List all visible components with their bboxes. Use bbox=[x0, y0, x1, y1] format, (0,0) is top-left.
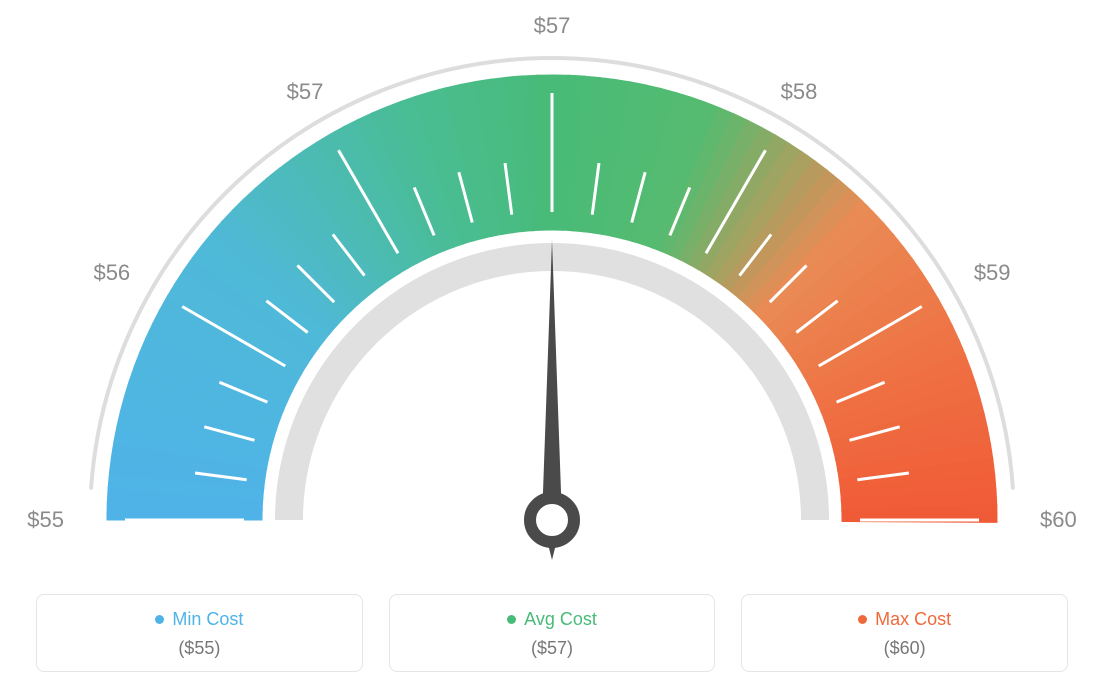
gauge-tick-label: $59 bbox=[974, 260, 1011, 285]
legend-label-row: Min Cost bbox=[47, 609, 352, 630]
legend-box-max: Max Cost ($60) bbox=[741, 594, 1068, 672]
gauge-tick-label: $58 bbox=[781, 79, 818, 104]
legend-box-avg: Avg Cost ($57) bbox=[389, 594, 716, 672]
legend-value-avg: ($57) bbox=[400, 638, 705, 659]
legend-label-row: Max Cost bbox=[752, 609, 1057, 630]
legend-label-avg: Avg Cost bbox=[524, 609, 597, 630]
legend-box-min: Min Cost ($55) bbox=[36, 594, 363, 672]
legend-value-min: ($55) bbox=[47, 638, 352, 659]
legend-label-max: Max Cost bbox=[875, 609, 951, 630]
gauge-chart-container: $55 $56 $57 $57 $58 $59 $60 Min Cost ($55) Avg… bbox=[0, 0, 1104, 690]
legend-dot-min bbox=[155, 615, 164, 624]
legend-label-min: Min Cost bbox=[172, 609, 243, 630]
gauge-tick-label: $57 bbox=[534, 13, 571, 38]
legend-dot-max bbox=[858, 615, 867, 624]
gauge-tick-label: $60 bbox=[1040, 507, 1077, 532]
gauge-tick-label: $55 bbox=[27, 507, 64, 532]
legend-dot-avg bbox=[507, 615, 516, 624]
gauge-needle-base bbox=[530, 498, 574, 542]
legend-row: Min Cost ($55) Avg Cost ($57) Max Cost (… bbox=[0, 594, 1104, 672]
legend-value-max: ($60) bbox=[752, 638, 1057, 659]
gauge-tick-label: $56 bbox=[93, 260, 130, 285]
gauge-tick-label: $57 bbox=[287, 79, 324, 104]
gauge-svg: $55 $56 $57 $57 $58 $59 $60 bbox=[0, 0, 1104, 570]
legend-label-row: Avg Cost bbox=[400, 609, 705, 630]
gauge-area: $55 $56 $57 $57 $58 $59 $60 bbox=[0, 0, 1104, 570]
